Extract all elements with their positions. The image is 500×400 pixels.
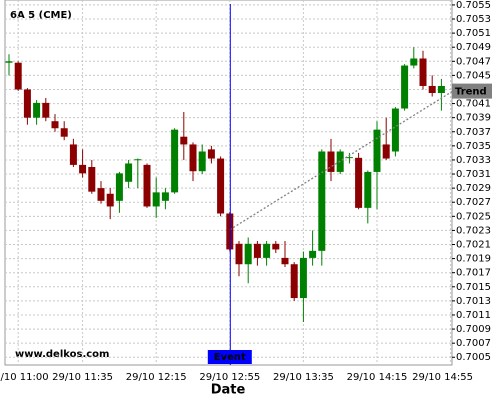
- candle-body: [143, 164, 151, 207]
- candle-body: [42, 102, 50, 118]
- candle-body: [5, 61, 13, 63]
- candle-body: [327, 151, 335, 172]
- x-tick-label: 29/10 12:15: [126, 372, 187, 383]
- y-tick-label: 0.7051: [456, 28, 491, 39]
- candle-body: [161, 192, 169, 201]
- y-tick-label: 0.7011: [456, 310, 491, 321]
- y-tick-label: 0.7045: [456, 70, 491, 81]
- candle-body: [88, 166, 96, 192]
- candle-body: [23, 89, 31, 118]
- y-tick-label: 0.7041: [456, 99, 491, 110]
- y-tick-label: 0.7033: [456, 155, 491, 166]
- candle-body: [428, 85, 436, 94]
- y-tick-label: 0.7015: [456, 282, 491, 293]
- candle-body: [382, 144, 390, 159]
- candle-body: [69, 144, 77, 165]
- y-tick-label: 0.7049: [456, 42, 491, 53]
- candle-body: [125, 163, 133, 182]
- candle-body: [299, 257, 307, 299]
- candle-body: [290, 264, 298, 299]
- event-badge: [207, 350, 252, 364]
- x-tick-label: 29/10 13:35: [273, 372, 334, 383]
- candle-body: [51, 121, 59, 129]
- y-tick-label: 0.7023: [456, 225, 491, 236]
- y-tick-label: 0.7031: [456, 169, 491, 180]
- x-tick-label: 29/10 12:55: [199, 372, 260, 383]
- y-tick-label: 0.7053: [456, 14, 491, 25]
- candle-body: [106, 193, 114, 207]
- y-tick-label: 0.7009: [456, 324, 491, 335]
- trend-line: [229, 91, 453, 231]
- candle-body: [180, 136, 188, 145]
- y-tick-label: 0.7027: [456, 197, 491, 208]
- candle-body: [235, 243, 243, 265]
- candle-body: [373, 129, 381, 172]
- candle-body: [345, 157, 353, 159]
- y-tick-label: 0.7047: [456, 56, 491, 67]
- candle-body: [198, 151, 206, 172]
- x-tick-label: 29/10 14:15: [347, 372, 408, 383]
- candle-body: [419, 58, 427, 86]
- candle-body: [437, 85, 445, 94]
- candle-body: [14, 62, 22, 90]
- candle-body: [263, 243, 271, 258]
- candle-body: [217, 158, 225, 214]
- candle-body: [171, 129, 179, 193]
- candle-body: [33, 102, 41, 118]
- candle-body: [364, 171, 372, 208]
- y-tick-label: 0.7025: [456, 211, 491, 222]
- trend-label: Trend: [455, 87, 487, 98]
- candle-body: [309, 250, 317, 258]
- y-tick-label: 0.7019: [456, 254, 491, 265]
- candle-body: [189, 144, 197, 172]
- y-tick-label: 0.7055: [456, 0, 491, 11]
- x-tick-label: 29/10 14:55: [412, 372, 473, 383]
- candle-body: [207, 149, 215, 159]
- y-tick-label: 0.7007: [456, 338, 491, 349]
- candle-body: [79, 164, 87, 174]
- candle-body: [253, 243, 261, 258]
- y-tick-label: 0.7005: [456, 352, 491, 363]
- y-tick-label: 0.7021: [456, 240, 491, 251]
- candle-body: [401, 65, 409, 109]
- candle-body: [152, 192, 160, 207]
- candle-body: [318, 151, 326, 251]
- candle-body: [97, 188, 105, 201]
- candle-body: [60, 128, 68, 137]
- y-tick-label: 0.7013: [456, 296, 491, 307]
- x-tick-label: 29/10 11:00: [0, 372, 49, 383]
- candle-body: [410, 58, 418, 66]
- trend-badge: [452, 83, 492, 99]
- y-tick-label: 0.7039: [456, 113, 491, 124]
- plot-frame: [4, 0, 453, 366]
- x-tick-label: 29/10 11:35: [52, 372, 113, 383]
- watermark: www.delkos.com: [15, 349, 109, 360]
- y-tick-label: 0.7017: [456, 268, 491, 279]
- y-tick-label: 0.7037: [456, 127, 491, 138]
- candle-body: [115, 173, 123, 201]
- x-axis-label: Date: [211, 383, 246, 398]
- event-label: Event: [214, 352, 246, 363]
- y-tick-label: 0.7029: [456, 183, 491, 194]
- candle-body: [355, 157, 363, 208]
- y-tick-label: 0.7035: [456, 141, 491, 152]
- candle-body: [272, 243, 280, 250]
- candle-body: [134, 159, 142, 161]
- chart-title: 6A 5 (CME): [10, 10, 72, 21]
- candle-body: [244, 243, 252, 265]
- candle-body: [281, 257, 289, 265]
- candle-body: [391, 108, 399, 152]
